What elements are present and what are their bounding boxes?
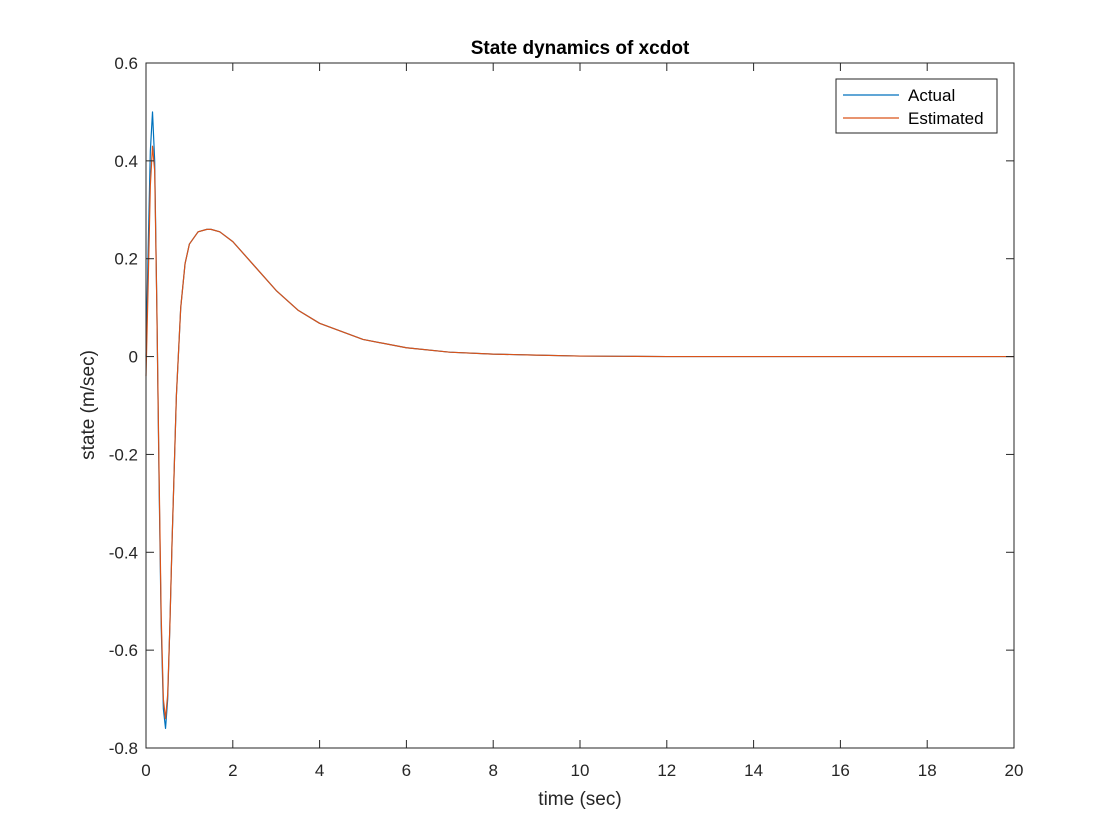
y-axis-label: state (m/sec) (78, 350, 99, 460)
x-tick-label: 2 (228, 761, 237, 780)
x-tick-label: 4 (315, 761, 324, 780)
x-tick-label: 8 (488, 761, 497, 780)
y-tick-label: 0.6 (114, 54, 138, 73)
chart-title: State dynamics of xcdot (471, 38, 690, 59)
x-tick-label: 10 (571, 761, 590, 780)
x-tick-label: 0 (141, 761, 150, 780)
x-tick-label: 6 (402, 761, 411, 780)
plot-area (146, 63, 1014, 748)
x-tick-label: 20 (1005, 761, 1024, 780)
y-tick-label: 0 (129, 348, 138, 367)
legend: Actual Estimated (835, 78, 998, 134)
y-tick-label: -0.6 (109, 641, 138, 660)
x-tick-label: 18 (918, 761, 937, 780)
x-axis-ticks: 0 2 4 6 8 10 12 14 16 18 20 (141, 63, 1023, 780)
x-tick-label: 14 (744, 761, 763, 780)
series-layer (145, 111, 1014, 730)
x-tick-label: 16 (831, 761, 850, 780)
x-axis-label: time (sec) (538, 789, 621, 810)
legend-label-estimated: Estimated (908, 109, 984, 128)
y-axis-ticks: -0.8 -0.6 -0.4 -0.2 0 0.2 0.4 0.6 (109, 54, 1014, 758)
x-tick-label: 12 (657, 761, 676, 780)
y-tick-label: -0.8 (109, 739, 138, 758)
series-line-estimated (145, 145, 1014, 720)
y-tick-label: -0.2 (109, 445, 138, 464)
legend-label-actual: Actual (908, 86, 955, 105)
legend-box (835, 78, 998, 134)
y-tick-label: 0.2 (114, 250, 138, 269)
y-tick-label: -0.4 (109, 543, 138, 562)
y-tick-label: 0.4 (114, 152, 138, 171)
